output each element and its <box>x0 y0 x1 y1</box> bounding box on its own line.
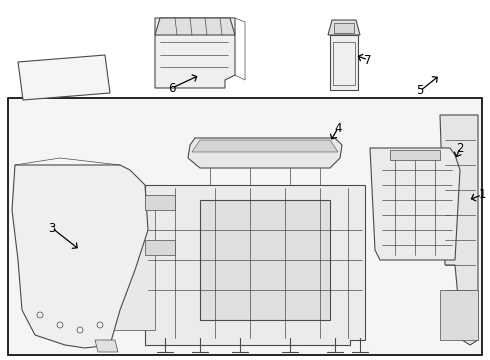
Bar <box>8 98 482 355</box>
Text: 1: 1 <box>478 189 486 202</box>
Polygon shape <box>330 35 358 90</box>
Text: 2: 2 <box>456 141 464 154</box>
Text: 4: 4 <box>334 122 342 135</box>
Polygon shape <box>440 290 478 340</box>
Text: 3: 3 <box>49 221 56 234</box>
Polygon shape <box>390 150 440 160</box>
Polygon shape <box>155 18 235 88</box>
Polygon shape <box>145 185 365 345</box>
Polygon shape <box>145 240 175 255</box>
Text: 7: 7 <box>364 54 372 67</box>
Polygon shape <box>334 23 354 33</box>
Polygon shape <box>155 18 235 35</box>
Polygon shape <box>440 115 478 345</box>
Polygon shape <box>110 200 155 330</box>
Polygon shape <box>188 138 342 168</box>
Polygon shape <box>192 140 338 152</box>
Polygon shape <box>200 200 330 320</box>
Polygon shape <box>370 148 460 260</box>
Polygon shape <box>328 20 360 35</box>
Polygon shape <box>18 55 110 100</box>
Text: 5: 5 <box>416 85 424 98</box>
Polygon shape <box>145 195 175 210</box>
Polygon shape <box>12 165 148 348</box>
Polygon shape <box>95 340 118 352</box>
Text: 6: 6 <box>168 81 176 94</box>
